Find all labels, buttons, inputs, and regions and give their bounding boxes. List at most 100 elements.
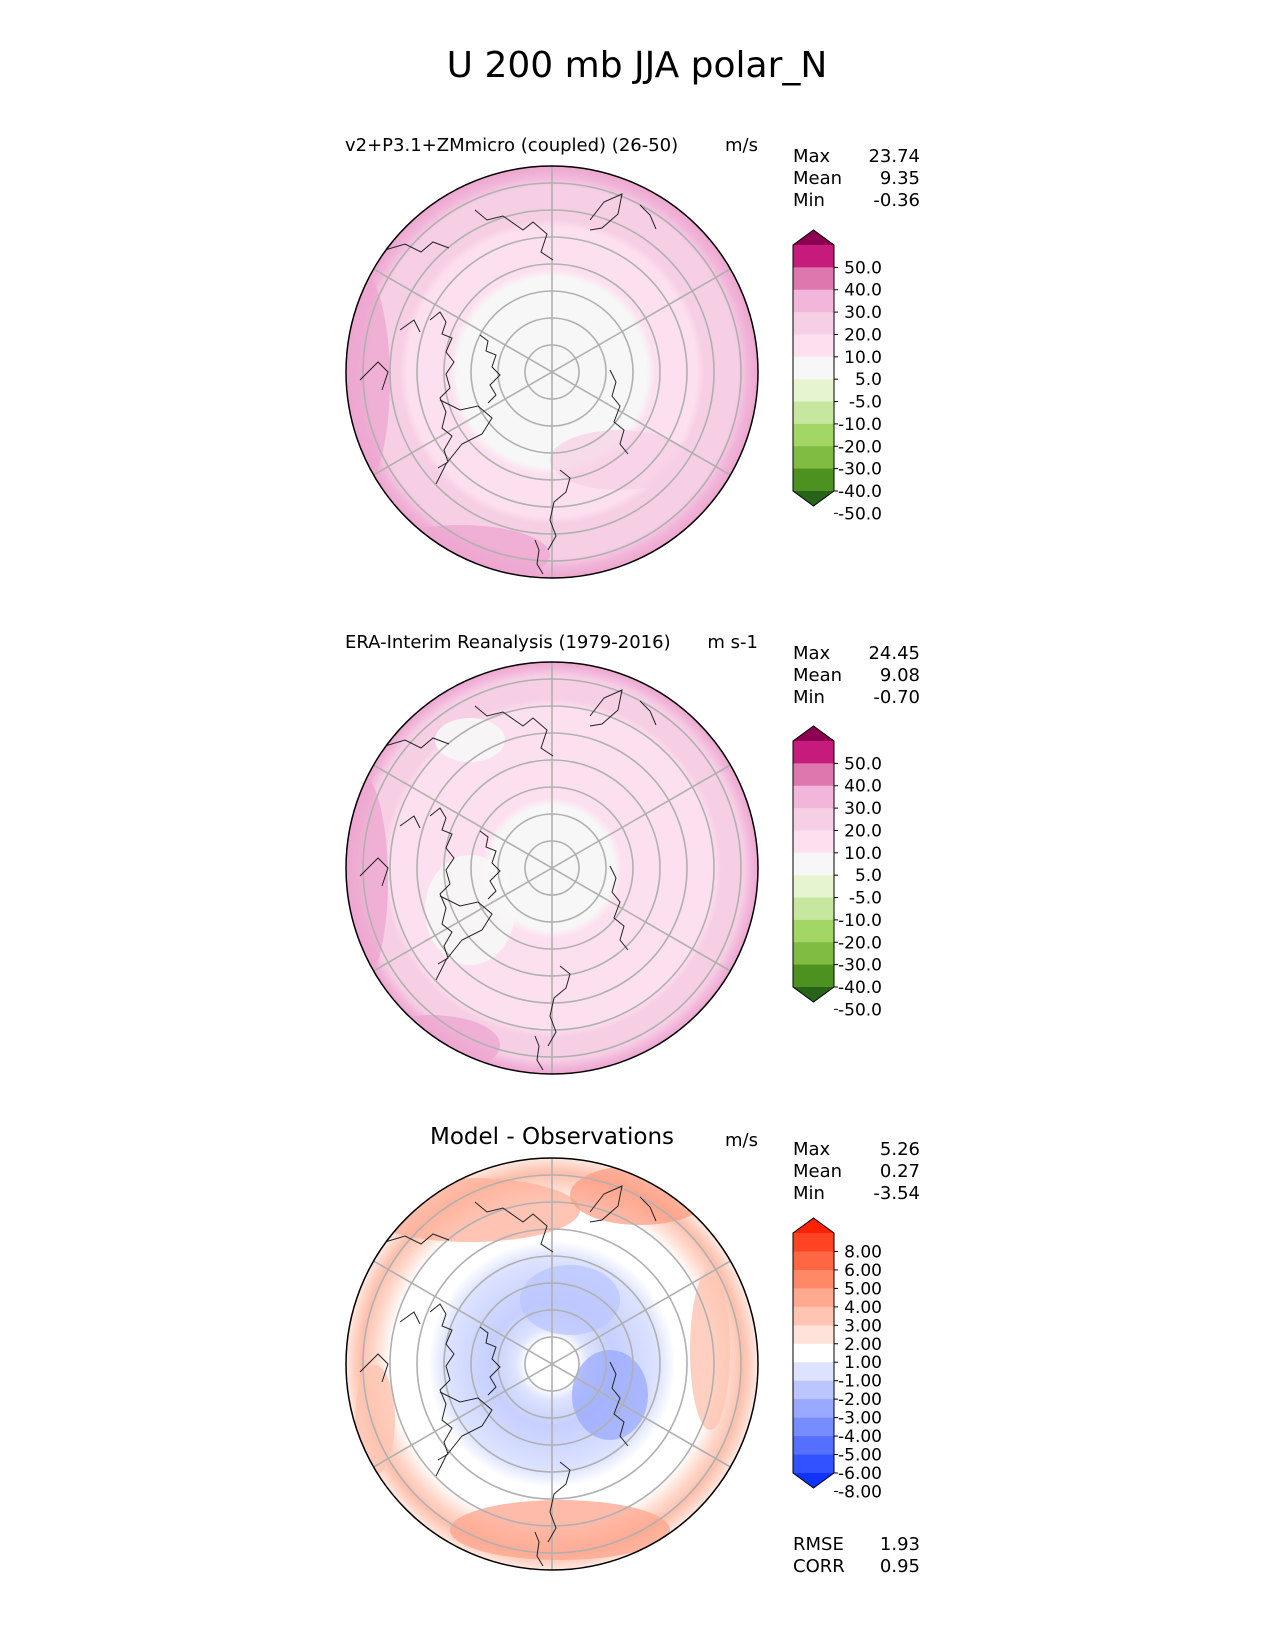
colorbar-segment: [793, 1399, 834, 1419]
colorbar-tick-label: -5.00: [838, 1446, 882, 1466]
colorbar-segment: [793, 312, 834, 335]
map-observations: [346, 662, 758, 1074]
colorbar-tick-label: 2.00: [844, 1335, 882, 1355]
colorbar-tick-label: 20.0: [844, 821, 882, 841]
map-model: [346, 166, 758, 578]
colorbar-extend-top: [793, 726, 834, 741]
colorbar-segment: [793, 1306, 834, 1326]
field-feature: [360, 1015, 500, 1074]
stat-value: 0.27: [880, 1161, 920, 1182]
colorbar-tick-label: 10.0: [844, 348, 882, 368]
stat-label: Min: [793, 190, 825, 211]
panel-difference: Model - Observations m/s: [345, 1124, 920, 1577]
stat-value: 23.74: [868, 146, 920, 167]
colorbar-tick-label: 6.00: [844, 1261, 882, 1281]
colorbar-segment: [793, 897, 834, 921]
panel-title: ERA-Interim Reanalysis (1979-2016): [345, 632, 671, 653]
stats-block: Max 24.45 Mean 9.08 Min -0.70: [793, 643, 920, 708]
colorbar-segment: [793, 289, 834, 313]
colorbar-extend-bottom: [793, 491, 834, 506]
colorbar-extend-top: [793, 230, 834, 245]
colorbar-segment: [793, 334, 834, 358]
figure-title: U 200 mb JJA polar_N: [447, 45, 828, 86]
colorbar-tick-label: -2.00: [838, 1390, 882, 1410]
colorbar-segment: [793, 1233, 834, 1252]
colorbar-tick-label: 50.0: [844, 754, 882, 774]
colorbar-tick-label: 5.0: [855, 866, 882, 886]
colorbar-tick-label: -30.0: [838, 460, 882, 480]
colorbar-tick-label: 20.0: [844, 325, 882, 345]
colorbar-segment: [793, 830, 834, 854]
graticule: [362, 1158, 742, 1570]
panel-model: v2+P3.1+ZMmicro (coupled) (26-50) m/s: [345, 135, 920, 579]
colorbar-tick-label: -10.0: [838, 911, 882, 931]
colorbar-segment: [793, 942, 834, 966]
map-border: [345, 165, 759, 579]
coastlines: [359, 689, 657, 1071]
graticule: [362, 166, 742, 578]
graticule: [362, 662, 742, 1074]
stat-value: -3.54: [873, 1183, 920, 1204]
colorbar-segment: [793, 267, 834, 291]
map-difference: [346, 1158, 758, 1570]
colorbar-extend-bottom: [793, 987, 834, 1002]
colorbar-tick-label: -3.00: [838, 1409, 882, 1429]
stat-value: 5.26: [880, 1139, 920, 1160]
colorbar-segment: [793, 245, 834, 268]
stat-label: Max: [793, 146, 831, 167]
colorbar-tick-label: 1.00: [844, 1353, 882, 1373]
colorbar-segment: [793, 356, 834, 380]
colorbar-segment: [793, 1325, 834, 1345]
colorbar-segment: [793, 1454, 834, 1474]
stat-label: RMSE: [793, 1534, 844, 1555]
colorbar-segment: [793, 379, 834, 403]
field-feature: [572, 1350, 648, 1440]
stats-block: Max 23.74 Mean 9.35 Min -0.36: [793, 146, 920, 211]
stat-value: 1.93: [880, 1534, 920, 1555]
colorbar-tick-label: -10.0: [838, 415, 882, 435]
colorbar-tick-label: 40.0: [844, 281, 882, 301]
colorbar-tick-label: 30.0: [844, 303, 882, 323]
stat-value: -0.70: [873, 687, 920, 708]
stat-label: Min: [793, 1183, 825, 1204]
field-feature: [425, 855, 515, 965]
field-feature: [690, 1270, 730, 1430]
colorbar-segment: [793, 875, 834, 899]
colorbar-segment: [793, 468, 834, 492]
panel-units: m/s: [725, 135, 758, 156]
panel-observations: ERA-Interim Reanalysis (1979-2016) m s-1: [345, 632, 920, 1075]
colorbar-segment: [793, 1269, 834, 1289]
stat-value: 0.95: [880, 1556, 920, 1577]
colorbar-segment: [793, 964, 834, 988]
colorbar-tick-label: 8.00: [844, 1242, 882, 1262]
colorbar-tick-label: 5.0: [855, 370, 882, 390]
stat-label: Mean: [793, 1161, 842, 1182]
field-feature: [450, 1500, 670, 1560]
colorbar-segment: [793, 919, 834, 943]
colorbar-segment: [793, 1380, 834, 1400]
panel-title: v2+P3.1+ZMmicro (coupled) (26-50): [345, 135, 678, 156]
colorbar-segment: [793, 1417, 834, 1437]
colorbar-tick-label: 50.0: [844, 258, 882, 278]
stat-label: CORR: [793, 1556, 845, 1577]
field-feature: [520, 1265, 620, 1335]
colorbar-segment: [793, 401, 834, 425]
colorbar-tick-label: 10.0: [844, 844, 882, 864]
colorbar-segment: [793, 1251, 834, 1271]
map-border: [345, 661, 759, 1075]
colorbar-segment: [793, 1288, 834, 1308]
colorbar-tick-label: -6.00: [838, 1464, 882, 1484]
colorbar-extend-bottom: [793, 1473, 834, 1488]
map-border: [345, 1157, 759, 1571]
colorbar-tick-label: 3.00: [844, 1316, 882, 1336]
colorbar-tick-label: -5.0: [849, 393, 882, 413]
colorbar-extend-top: [793, 1218, 834, 1233]
coastlines: [359, 1185, 657, 1567]
colorbar-tick-label: -20.0: [838, 437, 882, 457]
colorbar-segment: [793, 1343, 834, 1363]
colorbar-segment: [793, 785, 834, 809]
colorbar-tick-label: -50.0: [838, 504, 882, 524]
colorbar-tick-label: -30.0: [838, 956, 882, 976]
colorbar-tick-label: -8.00: [838, 1482, 882, 1502]
